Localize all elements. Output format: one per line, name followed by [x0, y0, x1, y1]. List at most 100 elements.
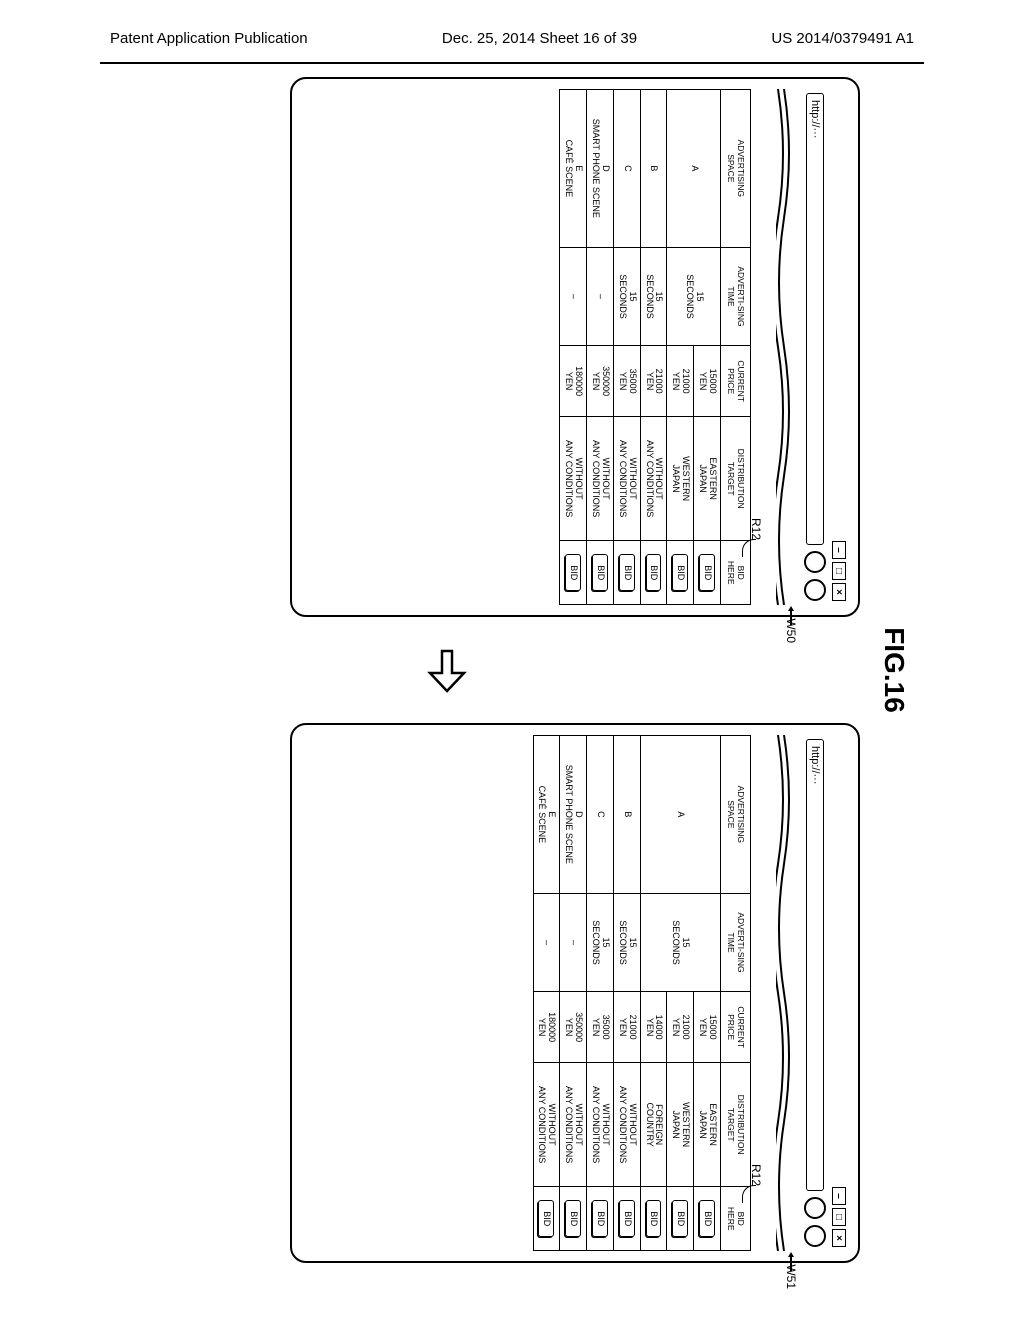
cell-space: A	[640, 736, 720, 894]
titlebar: – □ ×	[826, 735, 848, 1251]
address-bar[interactable]: http://···	[806, 93, 824, 545]
cell-bid: BID	[667, 541, 694, 605]
cell-time: –	[587, 247, 614, 346]
bid-button[interactable]: BID	[592, 1200, 608, 1237]
bid-button[interactable]: BID	[565, 1200, 581, 1237]
cell-space: ECAFÉ SCENE	[560, 90, 587, 248]
maximize-icon[interactable]: □	[832, 1208, 846, 1226]
table-header: CURRENTPRICE	[721, 346, 751, 416]
close-icon[interactable]: ×	[832, 583, 846, 601]
browser-window-right: W51 – □ × http://··· R12 ADVERTISINGSPAC…	[290, 723, 860, 1263]
bid-table-right: ADVERTISINGSPACEADVERTI-SINGTIMECURRENTP…	[533, 735, 751, 1251]
cell-target: WITHOUTANY CONDITIONS	[560, 1062, 587, 1187]
cell-space: C	[613, 90, 640, 248]
maximize-icon[interactable]: □	[832, 562, 846, 580]
cell-time: –	[560, 247, 587, 346]
cell-time: 15SECONDS	[587, 893, 614, 992]
cell-time: 15SECONDS	[640, 247, 667, 346]
cell-price: 21000YEN	[613, 992, 640, 1062]
table-header: ADVERTI-SINGTIME	[721, 893, 751, 992]
cell-price: 21000YEN	[667, 346, 694, 416]
cell-time: 15SECONDS	[640, 893, 720, 992]
cell-bid: BID	[640, 541, 667, 605]
minimize-icon[interactable]: –	[832, 1187, 846, 1205]
table-row: DSMART PHONE SCENE–350000YENWITHOUTANY C…	[560, 736, 587, 1251]
cell-price: 35000YEN	[613, 346, 640, 416]
cell-price: 21000YEN	[640, 346, 667, 416]
bid-button[interactable]: BID	[538, 1200, 554, 1237]
cell-space: DSMART PHONE SCENE	[587, 90, 614, 248]
cell-target: WITHOUTANY CONDITIONS	[587, 1062, 614, 1187]
cell-space: A	[667, 90, 721, 248]
cell-target: WITHOUTANY CONDITIONS	[640, 416, 667, 541]
bid-button[interactable]: BID	[699, 1200, 715, 1237]
table-row: A15SECONDS15000YENEASTERNJAPANBID	[694, 90, 721, 605]
wavy-divider-icon	[776, 735, 798, 1251]
cell-target: WITHOUTANY CONDITIONS	[613, 1062, 640, 1187]
bid-button[interactable]: BID	[619, 1200, 635, 1237]
nav-icon[interactable]	[804, 1197, 826, 1219]
address-row: http://···	[798, 89, 826, 605]
cell-price: 180000YEN	[533, 992, 560, 1062]
transition-arrow-icon	[420, 647, 471, 693]
cell-target: WITHOUTANY CONDITIONS	[587, 416, 614, 541]
table-row: ECAFÉ SCENE–180000YENWITHOUTANY CONDITIO…	[533, 736, 560, 1251]
cell-price: 350000YEN	[560, 992, 587, 1062]
table-row: C15SECONDS35000YENWITHOUTANY CONDITIONSB…	[587, 736, 614, 1251]
cell-bid: BID	[694, 541, 721, 605]
cell-price: 180000YEN	[560, 346, 587, 416]
cell-target: WITHOUTANY CONDITIONS	[560, 416, 587, 541]
bid-button[interactable]: BID	[672, 1200, 688, 1237]
cell-bid: BID	[694, 1187, 721, 1251]
cell-target: WESTERNJAPAN	[667, 416, 694, 541]
wavy-divider-icon	[776, 89, 798, 605]
bid-button[interactable]: BID	[699, 554, 715, 591]
table-row: B15SECONDS21000YENWITHOUTANY CONDITIONSB…	[613, 736, 640, 1251]
cell-space: B	[613, 736, 640, 894]
nav-icon[interactable]	[804, 551, 826, 573]
ref-r12: R12	[749, 1164, 763, 1186]
cell-time: 15SECONDS	[613, 247, 640, 346]
cell-price: 21000YEN	[667, 992, 694, 1062]
cell-target: EASTERNJAPAN	[694, 416, 721, 541]
bid-button[interactable]: BID	[565, 554, 581, 591]
cell-time: –	[533, 893, 560, 992]
nav-icon[interactable]	[804, 579, 826, 601]
bid-button[interactable]: BID	[619, 554, 635, 591]
cell-bid: BID	[640, 1187, 667, 1251]
cell-bid: BID	[613, 541, 640, 605]
close-icon[interactable]: ×	[832, 1229, 846, 1247]
ref-r12: R12	[749, 518, 763, 540]
ref-w51-line	[791, 1255, 793, 1271]
bid-button[interactable]: BID	[672, 554, 688, 591]
cell-price: 15000YEN	[694, 346, 721, 416]
cell-space: ECAFÉ SCENE	[533, 736, 560, 894]
cell-target: EASTERNJAPAN	[694, 1062, 721, 1187]
cell-bid: BID	[560, 1187, 587, 1251]
bid-button[interactable]: BID	[646, 1200, 662, 1237]
cell-time: 15SECONDS	[667, 247, 721, 346]
bid-button[interactable]: BID	[646, 554, 662, 591]
cell-price: 35000YEN	[587, 992, 614, 1062]
cell-bid: BID	[587, 541, 614, 605]
browser-window-left: W50 – □ × http://··· R12 ADVERTISINGSPAC…	[290, 77, 860, 617]
cell-target: WITHOUTANY CONDITIONS	[613, 416, 640, 541]
table-row: B15SECONDS21000YENWITHOUTANY CONDITIONSB…	[640, 90, 667, 605]
cell-bid: BID	[533, 1187, 560, 1251]
nav-icon[interactable]	[804, 1225, 826, 1247]
table-row: DSMART PHONE SCENE–350000YENWITHOUTANY C…	[587, 90, 614, 605]
cell-bid: BID	[560, 541, 587, 605]
bid-button[interactable]: BID	[592, 554, 608, 591]
cell-time: –	[560, 893, 587, 992]
table-row: A15SECONDS15000YENEASTERNJAPANBID	[694, 736, 721, 1251]
table-header: ADVERTISINGSPACE	[721, 90, 751, 248]
address-bar[interactable]: http://···	[806, 739, 824, 1191]
cell-target: WITHOUTANY CONDITIONS	[533, 1062, 560, 1187]
table-header: CURRENTPRICE	[721, 992, 751, 1062]
titlebar: – □ ×	[826, 89, 848, 605]
table-row: ECAFÉ SCENE–180000YENWITHOUTANY CONDITIO…	[560, 90, 587, 605]
minimize-icon[interactable]: –	[832, 541, 846, 559]
bid-table-left: ADVERTISINGSPACEADVERTI-SINGTIMECURRENTP…	[559, 89, 751, 605]
cell-bid: BID	[667, 1187, 694, 1251]
table-header: ADVERTISINGSPACE	[721, 736, 751, 894]
